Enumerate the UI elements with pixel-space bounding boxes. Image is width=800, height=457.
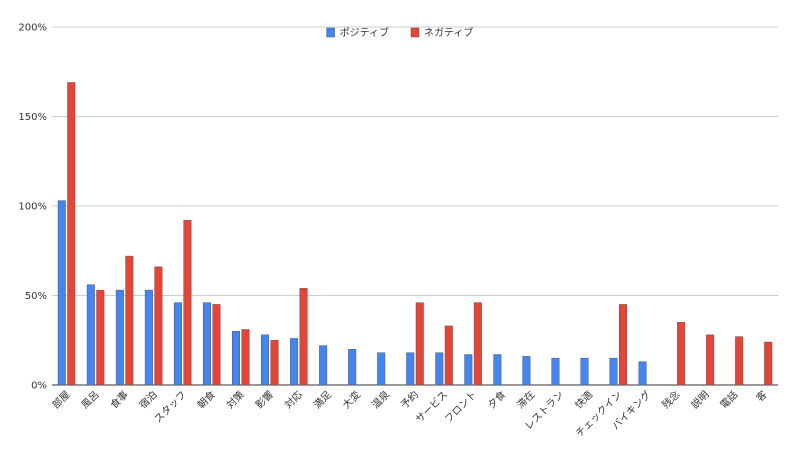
legend-swatch (410, 27, 420, 38)
bar-positive (435, 352, 444, 386)
bar-positive (57, 200, 66, 386)
x-tick-label: 宿泊 (136, 388, 159, 411)
grid-lines (52, 26, 778, 386)
x-tick-label: 夕食 (485, 388, 508, 411)
bar-negative (415, 302, 424, 386)
bar-positive (144, 289, 153, 386)
x-tick-label: スタッフ (152, 389, 189, 426)
bar-negative (241, 329, 250, 386)
x-tick-label: 電話 (717, 388, 740, 411)
bar-positive (464, 354, 473, 386)
y-tick-label: 150% (18, 112, 47, 123)
y-tick-label: 50% (25, 291, 47, 302)
x-tick-label: 影響 (253, 388, 276, 411)
bar-negative (619, 304, 628, 386)
bar-positive (551, 357, 560, 386)
bar-negative (270, 340, 279, 386)
bar-negative (96, 289, 105, 386)
legend-label: ポジティブ (340, 26, 389, 39)
bar-positive (638, 361, 647, 386)
bar-positive (232, 331, 241, 386)
bar-negative (183, 220, 192, 386)
bar-negative (444, 325, 453, 386)
y-tick-label: 0% (31, 381, 47, 392)
bar-positive (115, 289, 124, 386)
bar-negative (706, 334, 715, 386)
bar-positive (290, 338, 299, 386)
y-tick-label: 100% (18, 202, 47, 213)
x-tick-label: 朝食 (195, 388, 218, 411)
bar-positive (580, 357, 589, 386)
legend-label: ネガティブ (424, 26, 473, 39)
x-tick-label: 客 (753, 388, 769, 404)
bar-negative (473, 302, 482, 386)
y-tick-label: 200% (18, 23, 47, 34)
bar-positive (493, 354, 502, 386)
x-tick-label: 滞在 (515, 389, 538, 412)
x-tick-label: 予約 (398, 388, 421, 411)
legend-swatch (326, 27, 335, 38)
x-tick-label: 快適 (572, 388, 595, 411)
x-tick-label: 対策 (224, 388, 247, 411)
bars (57, 82, 773, 386)
bar-positive (319, 345, 328, 386)
bar-positive (406, 352, 415, 386)
x-tick-label: フロント (443, 389, 479, 425)
bar-positive (522, 356, 531, 386)
x-tick-label: 満足 (311, 389, 334, 412)
bar-negative (212, 304, 221, 386)
x-tick-label: 部屋 (49, 388, 72, 411)
x-tick-label: 対応 (282, 388, 305, 411)
bar-positive (609, 357, 618, 386)
x-tick-label: 風呂 (79, 389, 102, 412)
bar-negative (735, 336, 744, 386)
bar-negative (125, 255, 134, 386)
bar-positive (348, 348, 357, 386)
bar-positive (261, 334, 270, 386)
x-tick-label: 説明 (688, 388, 711, 411)
bar-negative (677, 322, 686, 386)
bar-positive (377, 352, 386, 386)
bar-negative (764, 341, 773, 386)
x-tick-label: 大変 (340, 388, 363, 411)
bar-negative (299, 288, 308, 386)
bar-positive (202, 302, 211, 386)
legend: ポジティブ ネガティブ (326, 26, 473, 39)
x-tick-label: 温泉 (369, 388, 392, 411)
bar-positive (173, 302, 182, 386)
bar-negative (67, 82, 76, 386)
x-tick-label: 食事 (107, 388, 130, 411)
x-tick-label: 残念 (659, 388, 682, 411)
bar-positive (86, 284, 95, 386)
bar-negative (154, 266, 163, 386)
y-axis-ticks: 0% 50% 100% 150% 200% (18, 23, 47, 392)
